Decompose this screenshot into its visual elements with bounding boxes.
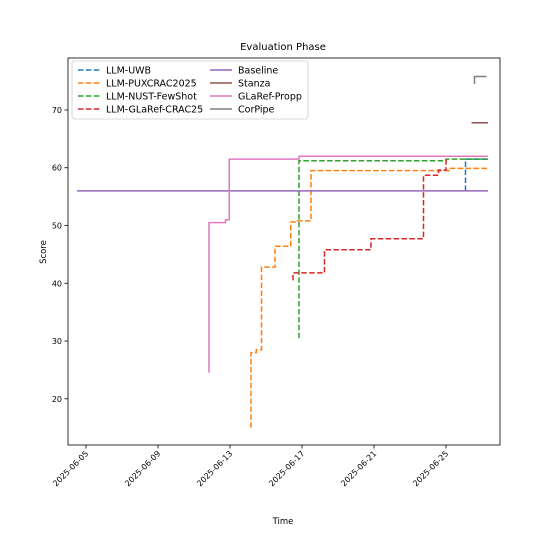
legend-entry: LLM-UWB — [106, 66, 151, 77]
x-tick-label: 2025-06-17 — [267, 449, 306, 488]
plot-area — [67, 57, 501, 446]
legend-entry: Baseline — [238, 66, 278, 77]
series-line-corpipe — [473, 75, 487, 84]
x-axis-label: Time — [272, 517, 294, 527]
legend-entry: GLaRef-Propp — [238, 92, 302, 103]
legend-box — [71, 60, 309, 120]
legend-entry: LLM-NUST-FewShot — [106, 92, 197, 103]
legend-entry: LLM-PUXCRAC2025 — [106, 79, 197, 90]
x-tick-label: 2025-06-13 — [195, 449, 234, 488]
x-axis: 2025-06-05 2025-06-09 2025-06-13 2025-06-17… — [51, 445, 450, 488]
series-line-glaref-propp — [208, 155, 488, 373]
plot-frame — [67, 57, 501, 446]
y-tick-label: 70 — [52, 106, 62, 115]
x-tick-label: 2025-06-21 — [339, 449, 378, 488]
y-tick-label: 40 — [52, 279, 62, 288]
x-tick-label: 2025-06-25 — [411, 449, 450, 488]
y-tick-label: 20 — [52, 395, 62, 404]
y-tick-label: 50 — [52, 222, 62, 231]
legend-entry: Stanza — [238, 79, 270, 90]
y-tick-label: 30 — [52, 337, 62, 346]
series-line-llm-glaref-crac25 — [292, 155, 488, 281]
legend-entry: CorPipe — [238, 105, 275, 116]
series-line-llm-nust-fewshot — [298, 158, 488, 339]
y-axis-label: Score — [39, 240, 49, 264]
chart-title: Evaluation Phase — [240, 42, 326, 53]
legend: LLM-UWB LLM-PUXCRAC2025 LLM-NUST-FewShot LL… — [71, 60, 309, 120]
series-line-llm-uwb — [464, 158, 488, 191]
y-tick-label: 60 — [52, 164, 62, 173]
legend-entry: LLM-GLaRef-CRAC25 — [106, 105, 203, 116]
series-line-llm-puxcrac2025 — [250, 167, 488, 428]
x-tick-label: 2025-06-05 — [51, 449, 90, 488]
x-tick-label: 2025-06-09 — [123, 449, 162, 488]
y-axis: 20 30 40 50 60 70 — [52, 106, 68, 404]
